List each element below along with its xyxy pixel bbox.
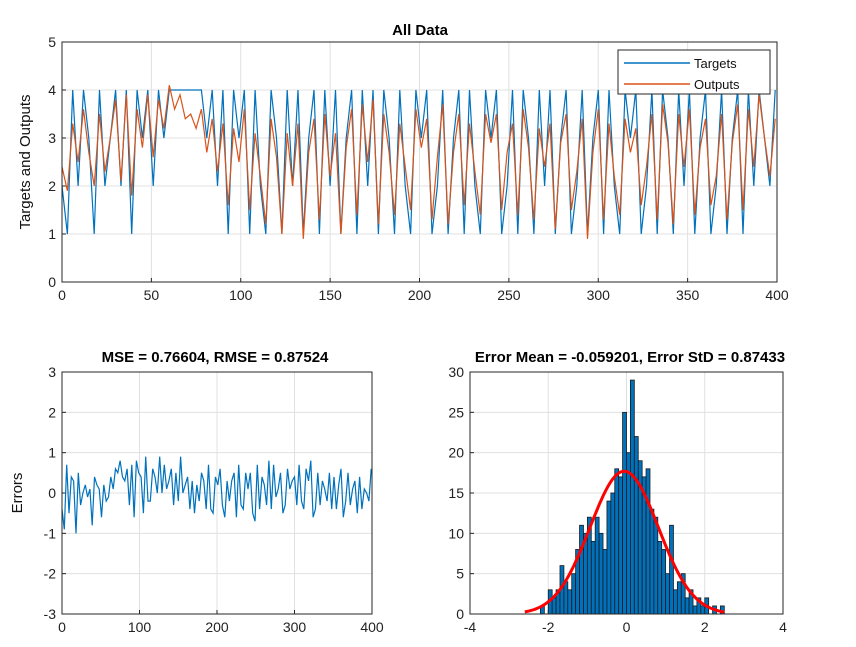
- histogram-bar: [700, 605, 706, 615]
- errors-ytick-label: 0: [48, 485, 56, 501]
- histogram-ytick-label: 25: [448, 404, 464, 420]
- errors-series: [61, 456, 372, 534]
- all-data-title: All Data: [392, 22, 449, 39]
- histogram-bar: [594, 516, 600, 615]
- errors-xtick-label: 100: [128, 619, 152, 635]
- errors-plot: MSE = 0.76604, RMSE = 0.87524 Errors 0 10…: [9, 349, 384, 635]
- histogram-bar: [579, 524, 584, 615]
- all-data-ytick-label: 3: [48, 130, 56, 146]
- all-data-ylabel: Targets and Outputs: [17, 94, 34, 229]
- all-data-xtick-label: 100: [229, 287, 253, 303]
- histogram-xtick-label: 2: [701, 619, 709, 635]
- errors-line: [61, 456, 372, 534]
- errors-xtick-label: 200: [205, 619, 229, 635]
- histogram-ytick-label: 5: [456, 566, 464, 582]
- histogram-ytick-label: 0: [456, 606, 464, 622]
- histogram-bar: [626, 452, 631, 615]
- histogram-bar: [614, 468, 620, 615]
- normal-fit-line: [524, 469, 725, 614]
- histogram-bar: [590, 541, 596, 615]
- histogram-bar: [673, 589, 678, 615]
- histogram-bar: [571, 573, 577, 615]
- all-data-ytick-label: 5: [48, 34, 56, 50]
- all-data-plot: All Data Targets and Outputs 0 50 100 150 20…: [17, 22, 789, 303]
- histogram-xtick-label: 0: [623, 619, 631, 635]
- normal-fit-curve: [524, 469, 725, 614]
- histogram-bar: [692, 605, 698, 615]
- histogram-bar: [676, 581, 682, 615]
- all-data-xtick-label: 250: [497, 287, 521, 303]
- histogram-bar: [633, 436, 639, 615]
- errors-ticks: 0 100 200 300 400 -3 -2 -1 0 1 2 3: [44, 364, 384, 635]
- histogram-bar: [653, 516, 659, 615]
- histogram-bar: [598, 532, 604, 615]
- legend-outputs-label: Outputs: [694, 77, 740, 92]
- all-data-ytick-label: 2: [48, 178, 56, 194]
- errors-xtick-label: 400: [360, 619, 384, 635]
- histogram-bar: [567, 589, 573, 615]
- all-data-xtick-label: 400: [765, 287, 789, 303]
- histogram-bar: [665, 573, 670, 615]
- errors-xtick-label: 300: [283, 619, 307, 635]
- all-data-xtick-label: 0: [58, 287, 66, 303]
- all-data-series: [61, 85, 776, 239]
- histogram-bar: [602, 549, 608, 615]
- histogram-bar: [684, 597, 690, 615]
- error-histogram-plot: Error Mean = -0.059201, Error StD = 0.87…: [448, 349, 787, 635]
- errors-title: MSE = 0.76604, RMSE = 0.87524: [102, 349, 329, 366]
- all-data-ticks: 0 50 100 150 200 250 300 350 400 0 1 2 3 4 5: [48, 34, 789, 303]
- histogram-xtick-label: 4: [779, 619, 787, 635]
- legend: Targets Outputs: [617, 49, 771, 95]
- histogram-bar: [657, 541, 663, 615]
- histogram-bar: [630, 379, 635, 615]
- errors-ytick-label: -2: [44, 566, 57, 582]
- all-data-xtick-label: 300: [587, 287, 611, 303]
- histogram-xtick-label: -4: [464, 619, 477, 635]
- histogram-title: Error Mean = -0.059201, Error StD = 0.87…: [475, 349, 785, 366]
- histogram-ytick-label: 30: [448, 364, 464, 380]
- histogram-xtick-label: -2: [542, 619, 555, 635]
- all-data-ytick-label: 4: [48, 82, 56, 98]
- all-data-xtick-label: 50: [144, 287, 160, 303]
- histogram-bar: [606, 500, 612, 615]
- histogram-ticks: -4 -2 0 2 4 0 5 10 15 20 25 30: [448, 364, 787, 635]
- histogram-ytick-label: 20: [448, 445, 464, 461]
- errors-ytick-label: -1: [44, 525, 57, 541]
- histogram-frame: [469, 371, 784, 615]
- all-data-ytick-label: 1: [48, 226, 56, 242]
- legend-targets-label: Targets: [694, 56, 737, 71]
- errors-xtick-label: 0: [58, 619, 66, 635]
- all-data-xtick-label: 350: [676, 287, 700, 303]
- errors-ytick-label: 3: [48, 364, 56, 380]
- outputs-line: [61, 85, 776, 239]
- histogram-bar: [618, 476, 623, 615]
- histogram-bar: [669, 524, 674, 615]
- histogram-bar: [563, 581, 569, 615]
- histogram-bar: [610, 492, 616, 615]
- histogram-ytick-label: 15: [448, 485, 464, 501]
- histogram-ytick-label: 10: [448, 525, 464, 541]
- errors-ytick-label: 1: [48, 445, 56, 461]
- histogram-bar: [645, 468, 651, 615]
- all-data-xtick-label: 200: [408, 287, 432, 303]
- histogram-bar: [622, 411, 627, 615]
- errors-ytick-label: 2: [48, 404, 56, 420]
- errors-ylabel: Errors: [9, 473, 26, 514]
- all-data-ytick-label: 0: [48, 274, 56, 290]
- errors-ytick-label: -3: [44, 606, 57, 622]
- histogram-bar: [649, 508, 655, 615]
- all-data-xtick-label: 150: [318, 287, 342, 303]
- targets-line: [61, 89, 776, 235]
- errors-frame: [61, 371, 373, 615]
- histogram-bar: [661, 549, 667, 615]
- histogram-bar: [551, 597, 557, 615]
- all-data-frame: [61, 41, 778, 283]
- legend-box: [617, 49, 771, 95]
